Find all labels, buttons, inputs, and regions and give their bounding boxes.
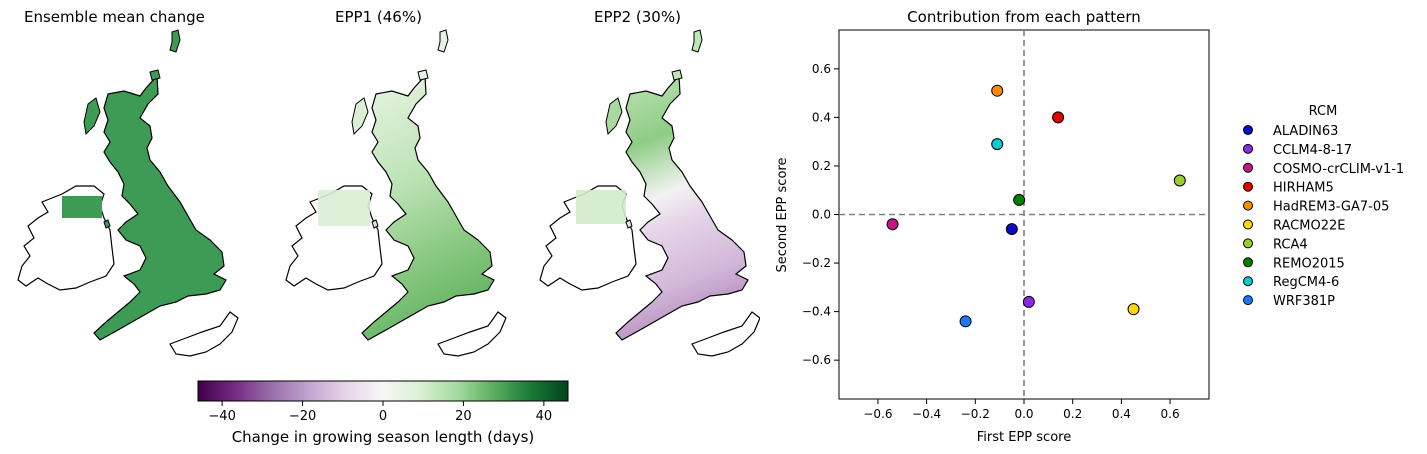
x-tick-label: −0.4 (912, 407, 941, 421)
legend: RCM ALADIN63 CCLM4-8-17 COSMO-crCLIM-v1-1 H… (1243, 104, 1404, 309)
point-cclm4-8-17 (1022, 295, 1035, 308)
colorbar-tick-label: −20 (289, 409, 316, 424)
legend-item-label: COSMO-crCLIM-v1-1 (1273, 162, 1404, 177)
legend-marker (1243, 143, 1253, 154)
x-tick-label: −0.2 (961, 407, 990, 421)
reference-lines (839, 30, 1209, 399)
legend-title: RCM (1309, 104, 1338, 119)
legend-item-label: REMO2015 (1273, 256, 1345, 271)
point-remo2015 (1013, 193, 1026, 206)
x-tick-label: 0.2 (1063, 407, 1082, 421)
x-axis-ticks: −0.6 −0.4 −0.2 0.0 0.2 0.4 0.6 (863, 399, 1180, 421)
point-rca4 (1173, 174, 1186, 187)
legend-item-label: HIRHAM5 (1273, 181, 1334, 196)
x-tick-label: 0.0 (1014, 407, 1033, 421)
map-epp1 (285, 29, 507, 357)
point-aladin63 (1005, 223, 1018, 236)
map-title-epp1: EPP1 (46%) (335, 8, 422, 26)
legend-item-label: HadREM3-GA7-05 (1273, 200, 1389, 215)
legend-item-label: RACMO22E (1273, 219, 1345, 234)
legend-marker (1243, 257, 1253, 268)
legend-marker (1243, 200, 1253, 211)
y-tick-label: 0.6 (812, 62, 831, 76)
legend-item-label: CCLM4-8-17 (1273, 143, 1352, 158)
colorbar-tick-label: 0 (379, 409, 387, 424)
colorbar-tick-label: 40 (536, 409, 553, 424)
legend-marker (1243, 162, 1253, 173)
point-racmo22e (1127, 303, 1140, 316)
legend-item-label: ALADIN63 (1273, 124, 1338, 139)
x-tick-label: 0.4 (1112, 407, 1131, 421)
y-axis-label: Second EPP score (775, 158, 790, 273)
point-hirham5 (1052, 111, 1065, 124)
colorbar-gradient (197, 380, 569, 402)
map-title-ensemble-mean: Ensemble mean change (24, 8, 205, 26)
legend-marker (1243, 125, 1253, 135)
point-hadrem3-ga7-05 (991, 84, 1004, 97)
legend-item-label: RCA4 (1273, 237, 1308, 252)
plot-frame (838, 29, 1210, 400)
x-tick-label: −0.6 (863, 407, 892, 421)
colorbar-label: Change in growing season length (days) (232, 428, 535, 446)
y-axis-ticks: −0.6 −0.4 −0.2 0.0 0.2 0.4 0.6 (802, 62, 839, 367)
x-tick-label: 0.6 (1161, 407, 1180, 421)
y-tick-label: −0.4 (802, 305, 831, 319)
x-axis-label: First EPP score (977, 430, 1071, 445)
y-tick-label: 0.2 (812, 159, 831, 173)
scatter-title: Contribution from each pattern (907, 8, 1141, 26)
maps-panel: −40 −20 0 20 40 Change in growing season len… (17, 29, 760, 446)
legend-marker (1243, 181, 1253, 192)
point-cosmo-crclim-v1-1 (886, 218, 899, 231)
point-regcm4-6 (991, 138, 1004, 151)
colorbar-tick-label: −40 (208, 409, 235, 424)
legend-marker (1243, 238, 1253, 249)
y-tick-label: −0.2 (802, 256, 831, 270)
y-tick-label: 0.0 (812, 208, 831, 222)
y-tick-label: 0.4 (812, 110, 831, 124)
colorbar-tick-label: 20 (455, 409, 472, 424)
scatter-points (886, 84, 1186, 328)
y-tick-label: −0.6 (802, 353, 831, 367)
map-ensemble-mean (17, 29, 239, 357)
point-wrf381p (959, 315, 972, 328)
map-title-epp2: EPP2 (30%) (594, 8, 681, 26)
legend-marker (1243, 295, 1253, 306)
legend-marker (1243, 276, 1253, 287)
legend-item-label: WRF381P (1273, 294, 1335, 309)
legend-item-label: RegCM4-6 (1273, 275, 1339, 290)
map-epp2 (539, 29, 760, 357)
legend-marker (1243, 219, 1253, 230)
colorbar: −40 −20 0 20 40 Change in growing season len… (197, 380, 569, 446)
